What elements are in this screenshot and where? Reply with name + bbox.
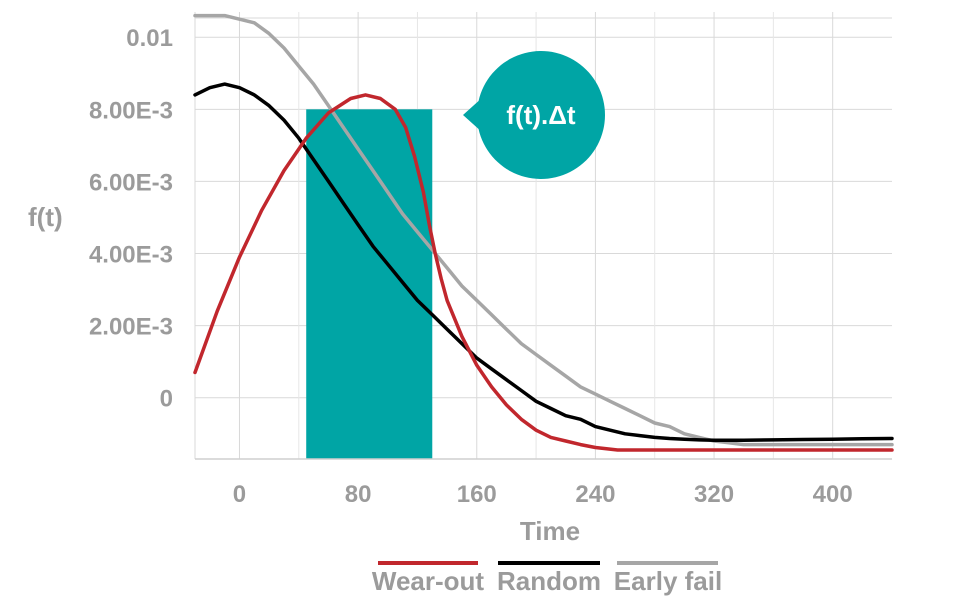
y-tick-label: 6.00E-3	[89, 169, 173, 196]
x-axis-ticks: 0 80 160 240 320 400	[233, 481, 853, 508]
y-tick-label: 0.01	[126, 25, 173, 52]
legend-label: Random	[497, 566, 601, 596]
x-tick-label: 400	[813, 481, 853, 508]
highlight-bar-layer	[306, 109, 433, 460]
callout-text: f(t).Δt	[506, 100, 576, 130]
x-tick-label: 240	[575, 481, 615, 508]
legend-item-early-fail: Early fail	[614, 561, 722, 596]
x-tick-label: 80	[345, 481, 372, 508]
series-line-random	[193, 82, 894, 443]
legend-label: Wear-out	[372, 566, 485, 596]
x-axis-label: Time	[520, 516, 580, 546]
y-tick-label: 0	[160, 386, 173, 413]
y-axis-ticks: 0 2.00E-3 4.00E-3 6.00E-3 8.00E-3 0.01	[89, 25, 173, 412]
highlight-bar	[306, 109, 433, 460]
legend-item-wear-out: Wear-out	[372, 561, 485, 596]
legend-label: Early fail	[614, 566, 722, 596]
x-tick-label: 320	[694, 481, 734, 508]
y-axis-label: f(t)	[28, 202, 63, 232]
legend: Wear-out Random Early fail	[372, 561, 722, 596]
x-tick-label: 160	[457, 481, 497, 508]
series-layer	[193, 13, 894, 452]
legend-item-random: Random	[497, 561, 601, 596]
callout: f(t).Δt	[463, 51, 605, 179]
series-line-wear-out	[193, 93, 894, 452]
x-tick-label: 0	[233, 481, 246, 508]
callout-bubble	[463, 51, 605, 179]
y-tick-label: 2.00E-3	[89, 314, 173, 341]
y-tick-label: 8.00E-3	[89, 97, 173, 124]
y-tick-label: 4.00E-3	[89, 242, 173, 269]
